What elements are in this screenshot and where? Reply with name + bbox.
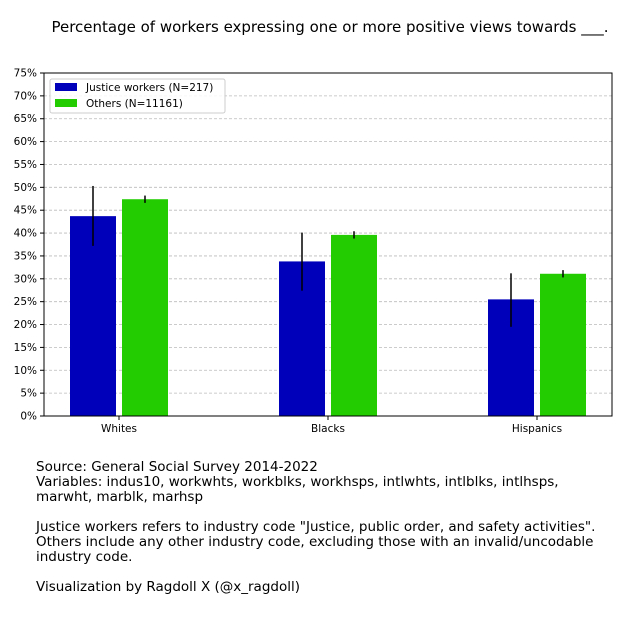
y-tick-label: 60% xyxy=(14,136,37,148)
bar-hispanics-others xyxy=(540,273,586,416)
y-tick-label: 15% xyxy=(14,342,37,354)
y-tick-label: 55% xyxy=(14,159,37,171)
y-tick-label: 10% xyxy=(14,365,37,377)
legend-swatch-justice xyxy=(55,83,77,91)
variables-note: Variables: indus10, workwhts, workblks, … xyxy=(36,474,559,505)
legend: Justice workers (N=217) Others (N=11161) xyxy=(49,78,226,114)
y-tick-label: 25% xyxy=(14,296,37,308)
credit-note: Visualization by Ragdoll X (@x_ragdoll) xyxy=(36,579,300,595)
legend-swatch-others xyxy=(55,99,77,107)
y-tick-label: 20% xyxy=(14,319,37,331)
bar-chart: 0% 5% 10% 15% 20% 25% 30% 35% 40% 45% 50% 55% 60% 65%… xyxy=(14,68,613,436)
y-tick-label: 75% xyxy=(14,68,37,80)
source-note: Source: General Social Survey 2014-2022 xyxy=(36,459,318,475)
legend-frame xyxy=(49,78,226,114)
y-tick-label: 65% xyxy=(14,113,37,125)
x-tick-label-whites: Whites xyxy=(101,423,137,435)
bars xyxy=(70,199,586,416)
y-tick-label: 50% xyxy=(14,182,37,194)
y-tick-label: 30% xyxy=(14,273,37,285)
chart-footer: Source: General Social Survey 2014-2022 … xyxy=(36,460,616,610)
legend-label-justice: Justice workers (N=217) xyxy=(85,82,213,94)
bar-whites-others xyxy=(122,199,168,416)
chart-title: Percentage of workers expressing one or … xyxy=(51,18,609,36)
y-tick-label: 70% xyxy=(14,90,37,102)
x-tick-label-hispanics: Hispanics xyxy=(512,423,562,435)
x-tick-label-blacks: Blacks xyxy=(311,423,345,435)
bar-blacks-others xyxy=(331,234,377,416)
y-tick-label: 0% xyxy=(20,411,37,423)
legend-label-others: Others (N=11161) xyxy=(86,98,183,110)
y-tick-label: 5% xyxy=(20,388,37,400)
definition-note: Justice workers refers to industry code … xyxy=(36,519,596,565)
bar-whites-justice xyxy=(70,216,116,416)
axis-ticks: 0% 5% 10% 15% 20% 25% 30% 35% 40% 45% 50% 55% 60% 65%… xyxy=(14,68,562,436)
y-tick-label: 35% xyxy=(14,250,37,262)
y-tick-label: 40% xyxy=(14,228,37,240)
error-bars xyxy=(92,185,564,327)
y-tick-label: 45% xyxy=(14,205,37,217)
